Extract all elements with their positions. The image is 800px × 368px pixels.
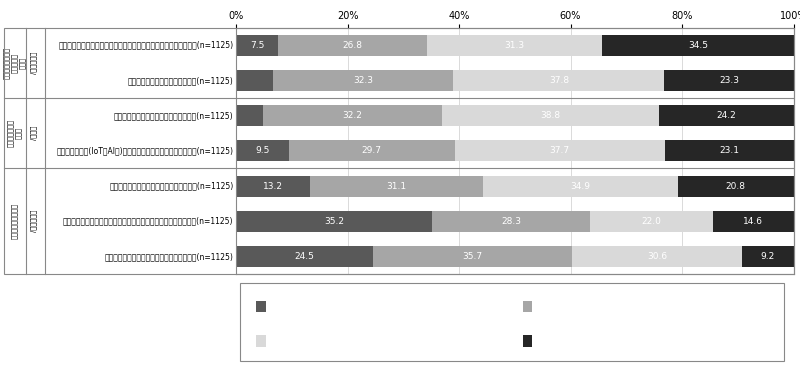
Bar (665, 140, 794, 162)
Bar (373, 246, 572, 267)
Text: 13.2: 13.2 (263, 181, 283, 191)
Bar (454, 140, 665, 162)
Bar (236, 70, 274, 91)
Bar (658, 105, 794, 126)
Bar (262, 105, 442, 126)
Text: 23.1: 23.1 (719, 146, 739, 155)
Text: 34.5: 34.5 (688, 41, 708, 50)
Bar (278, 35, 427, 56)
Text: デジタルトランス
フォーメー
ション: デジタルトランス フォーメー ション (3, 47, 26, 79)
Text: 7.5: 7.5 (250, 41, 264, 50)
Bar (590, 211, 713, 232)
Text: お客様への新たな価値の創造（新たな顧客サービス、事業分野等）(n=1125): お客様への新たな価値の創造（新たな顧客サービス、事業分野等）(n=1125) (58, 41, 234, 50)
Text: 30.6: 30.6 (647, 252, 667, 261)
Text: 31.1: 31.1 (386, 181, 406, 191)
Text: 34.9: 34.9 (570, 181, 590, 191)
Text: 28.3: 28.3 (501, 217, 521, 226)
Text: デジタライゼー
ション: デジタライゼー ション (7, 119, 22, 147)
Text: ■具体的な取組を検討している: ■具体的な取組を検討している (270, 337, 343, 346)
Text: デジタイゼーション: デジタイゼーション (11, 204, 18, 239)
Text: /高度化: /高度化 (30, 126, 37, 141)
Bar (427, 35, 602, 56)
Bar (454, 70, 664, 91)
Bar (442, 105, 658, 126)
Bar (289, 140, 454, 162)
Text: 分散したデータの統合やその戦略的活用(n=1125): 分散したデータの統合やその戦略的活用(n=1125) (114, 111, 234, 120)
Text: 24.5: 24.5 (294, 252, 314, 261)
Text: /単純自動化: /単純自動化 (30, 210, 37, 233)
Text: ビジネスプロセスの標準化や刷新(n=1125): ビジネスプロセスの標準化や刷新(n=1125) (128, 76, 234, 85)
Text: 14.6: 14.6 (743, 217, 763, 226)
Text: デジタルツール(IoTやAI等)による業務オペレーションの高度化(n=1125): デジタルツール(IoTやAI等)による業務オペレーションの高度化(n=1125) (57, 146, 234, 155)
Text: ■具体的な取組の予定はない: ■具体的な取組の予定はない (538, 337, 605, 346)
Bar (572, 246, 742, 267)
Text: 9.2: 9.2 (761, 252, 775, 261)
Bar (742, 246, 794, 267)
Text: 26.8: 26.8 (342, 41, 362, 50)
Text: 22.0: 22.0 (642, 217, 662, 226)
Text: 31.3: 31.3 (505, 41, 525, 50)
Text: 37.8: 37.8 (549, 76, 569, 85)
Text: 38.8: 38.8 (541, 111, 561, 120)
Text: 24.2: 24.2 (716, 111, 736, 120)
Text: 32.2: 32.2 (342, 111, 362, 120)
Bar (310, 176, 483, 197)
Text: 20.8: 20.8 (726, 181, 746, 191)
Bar (236, 246, 373, 267)
Text: 29.7: 29.7 (362, 146, 382, 155)
Text: ■具体的に取り組んではいるが成果はこれから: ■具体的に取り組んではいるが成果はこれから (538, 302, 645, 311)
Text: 9.5: 9.5 (255, 146, 270, 155)
Text: /創造・革新: /創造・革新 (30, 52, 37, 74)
Text: 37.7: 37.7 (550, 146, 570, 155)
Bar (678, 176, 794, 197)
Bar (236, 35, 278, 56)
Bar (274, 70, 454, 91)
Bar (432, 211, 590, 232)
Text: 23.3: 23.3 (719, 76, 739, 85)
Bar (713, 211, 794, 232)
Text: ■具体的に取り組んでおり成果が出ている: ■具体的に取り組んでおり成果が出ている (270, 302, 368, 311)
Bar (236, 176, 310, 197)
Bar (236, 140, 289, 162)
Text: 32.3: 32.3 (354, 76, 374, 85)
Bar (236, 211, 432, 232)
Text: 35.7: 35.7 (462, 252, 482, 261)
Text: ワークスタイルの変化に伴う、コミュニケーションツールの展開(n=1125): ワークスタイルの変化に伴う、コミュニケーションツールの展開(n=1125) (63, 217, 234, 226)
Text: 35.2: 35.2 (324, 217, 344, 226)
Text: 紙媒体で管理されている情報の電子データ化(n=1125): 紙媒体で管理されている情報の電子データ化(n=1125) (105, 252, 234, 261)
Bar (483, 176, 678, 197)
Bar (664, 70, 794, 91)
Bar (236, 105, 262, 126)
Bar (602, 35, 794, 56)
Text: 老朽化したシステムのモダナイゼーション(n=1125): 老朽化したシステムのモダナイゼーション(n=1125) (110, 181, 234, 191)
